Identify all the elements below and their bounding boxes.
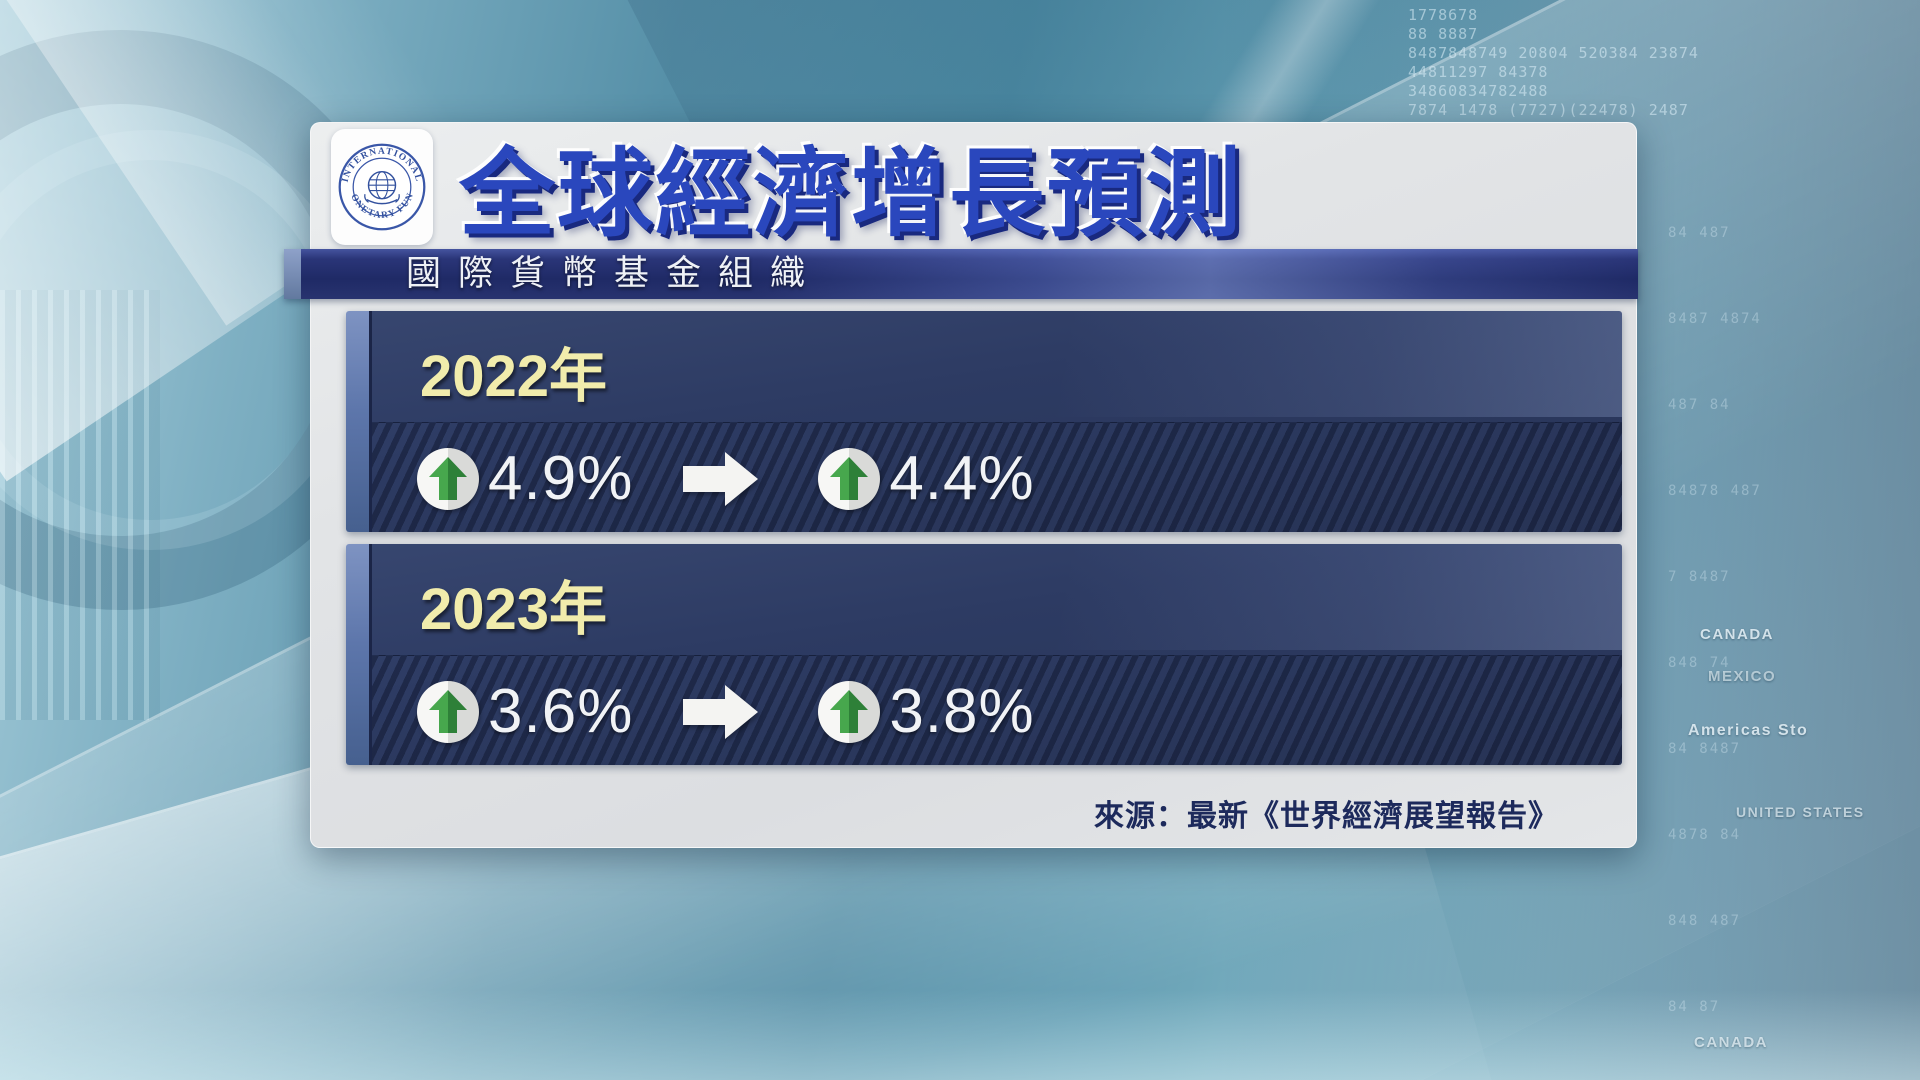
region-label: Americas Sto (1688, 722, 1809, 739)
region-label: CANADA (1694, 1034, 1768, 1051)
forecast-from-value: 4.9% (488, 444, 634, 513)
panel-body: 2022年 4.9% (372, 311, 1622, 532)
ticker-row: 7874 1478 (7727)(22478) 2487 (1408, 101, 1689, 119)
forecast-from-value: 3.6% (488, 677, 634, 746)
ticker-row: 84878 487 (1668, 483, 1762, 499)
source-note: 來源：最新《世界經濟展望報告》 (1094, 800, 1559, 833)
subtitle-ribbon: 國際貨幣基金組織 (284, 249, 1638, 299)
increase-icon (417, 680, 479, 743)
year-label: 2023年 (420, 577, 608, 642)
background-ring-inner (0, 130, 360, 550)
ticker-row: 7 8487 (1668, 569, 1731, 585)
ribbon-bar: 國際貨幣基金組織 (301, 249, 1638, 299)
ticker-row: 84 487 (1668, 225, 1731, 241)
background-bottom-glow (0, 990, 1920, 1080)
panel-body: 2023年 3.6% (372, 544, 1622, 765)
region-label: CANADA (1700, 626, 1774, 643)
ticker-digits-side: 84 487 8487 4874 487 84 84878 487 7 8487… (1668, 190, 1918, 1050)
ticker-row: 848 74 (1668, 655, 1731, 671)
background-blinds (0, 290, 160, 720)
panel-accent-strip (346, 544, 372, 765)
forecast-row: 4.9% 4.4% (416, 443, 1035, 514)
ticker-row: 84 87 (1668, 999, 1721, 1015)
increase-icon (818, 680, 881, 743)
page-title: 全球經濟增長預測 (459, 141, 1243, 248)
panel-stripe-texture (372, 421, 1622, 532)
increase-icon (818, 447, 881, 510)
infographic-card: INTERNATIONAL MONETARY FUND 全球經濟增長預測 國際貨… (284, 122, 1638, 848)
forecast-panel-2023: 2023年 3.6% (346, 544, 1622, 765)
panel-accent-strip (346, 311, 372, 532)
ticker-row: 88 8887 (1408, 25, 1479, 43)
ticker-row: 34860834782488 (1408, 82, 1549, 100)
ticker-row: 84 8487 (1668, 741, 1742, 757)
imf-seal-icon: INTERNATIONAL MONETARY FUND (337, 142, 426, 231)
ticker-row: 1778678 (1408, 6, 1479, 24)
forecast-panels: 2022年 4.9% (346, 311, 1622, 765)
forecast-row: 3.6% 3.8% (416, 676, 1035, 747)
year-label: 2022年 (420, 344, 608, 409)
region-label: MEXICO (1708, 668, 1777, 685)
ticker-row: 4878 84 (1668, 827, 1742, 843)
increase-icon (417, 447, 479, 510)
forecast-to-value: 3.8% (889, 677, 1035, 746)
forecast-panel-2022: 2022年 4.9% (346, 311, 1622, 532)
subtitle-text: 國際貨幣基金組織 (406, 254, 823, 293)
ribbon-end-cap (284, 249, 301, 299)
forecast-to-value: 4.4% (889, 444, 1035, 513)
transition-arrow-icon (683, 451, 759, 506)
transition-arrow-icon (683, 684, 759, 739)
ticker-row: 487 84 (1668, 397, 1731, 413)
ticker-row: 44811297 84378 (1408, 63, 1549, 81)
region-label: UNITED STATES (1736, 804, 1865, 820)
ticker-row: 8487 4874 (1668, 311, 1762, 327)
imf-logo: INTERNATIONAL MONETARY FUND (331, 129, 433, 245)
ticker-row: 8487848749 20804 520384 23874 (1408, 44, 1699, 62)
ticker-row: 848 487 (1668, 913, 1742, 929)
panel-stripe-texture (372, 654, 1622, 765)
